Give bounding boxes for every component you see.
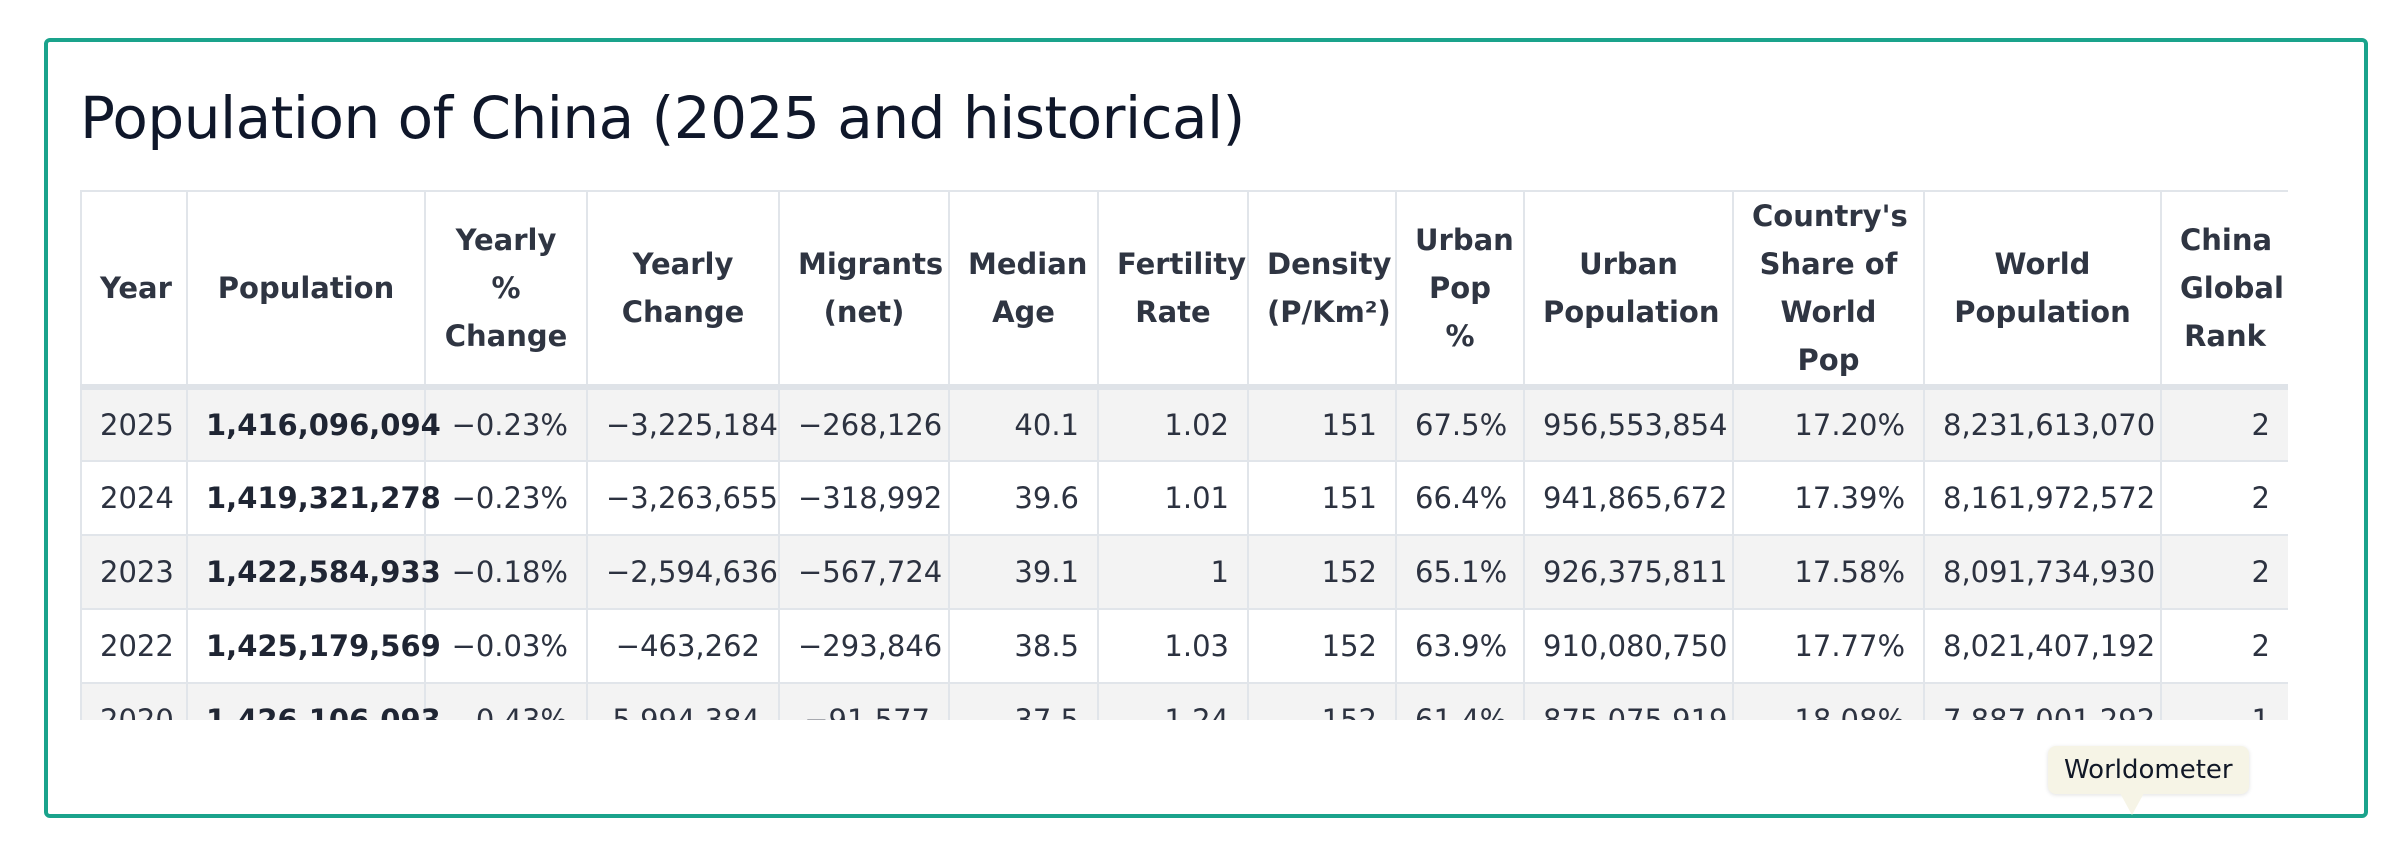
cell-population: 1,416,096,094 [186, 386, 441, 462]
cell-world-share: 17.39% [1732, 460, 1925, 536]
cell-yearly-change: 5,994,384 [586, 682, 780, 720]
cell-urban-pop-percent: 67.5% [1395, 386, 1525, 462]
cell-density: 151 [1247, 460, 1397, 536]
cell-urban-population: 875,075,919 [1523, 682, 1734, 720]
column-header-urban-population[interactable]: Urban Population [1523, 190, 1734, 390]
cell-world-population: 8,021,407,192 [1923, 608, 2162, 684]
column-header-median-age[interactable]: Median Age [948, 190, 1099, 390]
cell-yearly-change: −3,263,655 [586, 460, 780, 536]
cell-world-population: 8,161,972,572 [1923, 460, 2162, 536]
cell-fertility-rate: 1.02 [1097, 386, 1249, 462]
cell-population: 1,422,584,933 [186, 534, 441, 610]
column-header-world-share[interactable]: Country's Share of World Pop [1732, 190, 1925, 390]
cell-fertility-rate: 1.24 [1097, 682, 1249, 720]
population-card: Population of China (2025 and historical… [44, 38, 2368, 818]
cell-yearly-change: −3,225,184 [586, 386, 780, 462]
table-row: 2023 1,422,584,933 −0.18% −2,594,636 −56… [80, 534, 2288, 610]
cell-urban-population: 941,865,672 [1523, 460, 1734, 536]
tooltip-pointer [2120, 793, 2144, 815]
cell-urban-pop-percent: 61.4% [1395, 682, 1525, 720]
cell-migrants: −268,126 [778, 386, 950, 462]
cell-density: 152 [1247, 682, 1397, 720]
cell-year: 2024 [80, 460, 188, 536]
cell-world-population: 7,887,001,292 [1923, 682, 2162, 720]
cell-urban-pop-percent: 65.1% [1395, 534, 1525, 610]
column-header-year[interactable]: Year [80, 190, 188, 390]
cell-urban-population: 956,553,854 [1523, 386, 1734, 462]
cell-urban-pop-percent: 66.4% [1395, 460, 1525, 536]
cell-yearly-percent-change: −0.23% [424, 386, 588, 462]
column-header-population[interactable]: Population [186, 190, 426, 390]
column-header-urban-pop-percent[interactable]: Urban Pop % [1395, 190, 1525, 390]
cell-yearly-change: −463,262 [586, 608, 780, 684]
cell-world-population: 8,091,734,930 [1923, 534, 2162, 610]
column-header-yearly-change[interactable]: Yearly Change [586, 190, 780, 390]
column-header-yearly-percent-change[interactable]: Yearly % Change [424, 190, 588, 390]
cell-density: 152 [1247, 608, 1397, 684]
cell-migrants: −293,846 [778, 608, 950, 684]
cell-urban-pop-percent: 63.9% [1395, 608, 1525, 684]
cell-density: 151 [1247, 386, 1397, 462]
cell-population: 1,426,106,093 [186, 682, 441, 720]
table-row: 2022 1,425,179,569 −0.03% −463,262 −293,… [80, 608, 2288, 684]
cell-global-rank: 2 [2160, 386, 2288, 462]
cell-fertility-rate: 1.03 [1097, 608, 1249, 684]
cell-fertility-rate: 1.01 [1097, 460, 1249, 536]
cell-urban-population: 926,375,811 [1523, 534, 1734, 610]
cell-population: 1,425,179,569 [186, 608, 441, 684]
cell-year: 2023 [80, 534, 188, 610]
page-title: Population of China (2025 and historical… [80, 84, 1245, 152]
cell-migrants: −567,724 [778, 534, 950, 610]
cell-global-rank: 2 [2160, 534, 2288, 610]
table-row: 2020 1,426,106,093 0.43% 5,994,384 −91,5… [80, 682, 2288, 720]
cell-year: 2022 [80, 608, 188, 684]
cell-year: 2020 [80, 682, 188, 720]
column-header-world-population[interactable]: World Population [1923, 190, 2162, 390]
cell-population: 1,419,321,278 [186, 460, 441, 536]
table-scroll-area[interactable]: Year Population Yearly % Change Yearly C… [80, 190, 2288, 720]
cell-yearly-percent-change: −0.23% [424, 460, 588, 536]
cell-median-age: 39.1 [948, 534, 1099, 610]
cell-urban-population: 910,080,750 [1523, 608, 1734, 684]
cell-world-share: 17.20% [1732, 386, 1925, 462]
column-header-migrants[interactable]: Migrants (net) [778, 190, 950, 390]
cell-median-age: 39.6 [948, 460, 1099, 536]
cell-global-rank: 2 [2160, 608, 2288, 684]
worldometer-tooltip: Worldometer [2048, 746, 2249, 794]
cell-yearly-percent-change: −0.18% [424, 534, 588, 610]
cell-world-share: 17.77% [1732, 608, 1925, 684]
table-header-row: Year Population Yearly % Change Yearly C… [80, 190, 2288, 390]
cell-density: 152 [1247, 534, 1397, 610]
cell-year: 2025 [80, 386, 188, 462]
population-table: Year Population Yearly % Change Yearly C… [80, 190, 2288, 720]
cell-fertility-rate: 1 [1097, 534, 1249, 610]
column-header-fertility-rate[interactable]: Fertility Rate [1097, 190, 1249, 390]
cell-global-rank: 2 [2160, 460, 2288, 536]
cell-global-rank: 1 [2160, 682, 2288, 720]
table-row: 2025 1,416,096,094 −0.23% −3,225,184 −26… [80, 386, 2288, 462]
cell-yearly-percent-change: −0.03% [424, 608, 588, 684]
column-header-global-rank[interactable]: China Global Rank [2160, 190, 2288, 390]
cell-migrants: −318,992 [778, 460, 950, 536]
cell-world-population: 8,231,613,070 [1923, 386, 2162, 462]
cell-yearly-percent-change: 0.43% [424, 682, 588, 720]
cell-median-age: 40.1 [948, 386, 1099, 462]
cell-world-share: 18.08% [1732, 682, 1925, 720]
cell-median-age: 37.5 [948, 682, 1099, 720]
cell-migrants: −91,577 [778, 682, 950, 720]
cell-median-age: 38.5 [948, 608, 1099, 684]
cell-world-share: 17.58% [1732, 534, 1925, 610]
cell-yearly-change: −2,594,636 [586, 534, 780, 610]
table-row: 2024 1,419,321,278 −0.23% −3,263,655 −31… [80, 460, 2288, 536]
column-header-density[interactable]: Density (P/Km²) [1247, 190, 1397, 390]
